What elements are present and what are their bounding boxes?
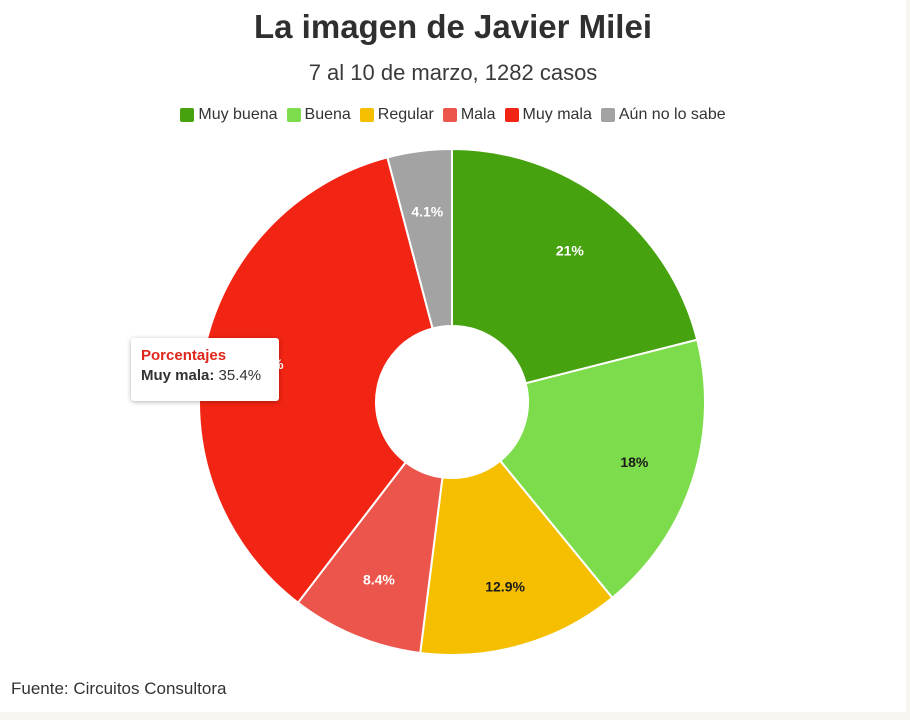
legend-label: Muy mala bbox=[522, 106, 592, 123]
pie-slice[interactable] bbox=[498, 338, 706, 600]
legend-swatch bbox=[600, 108, 615, 122]
legend-label: Mala bbox=[460, 106, 496, 123]
tooltip-body: Muy mala: 35.4% bbox=[141, 367, 269, 384]
chart-title: La imagen de Javier Milei bbox=[254, 8, 652, 45]
pie-slice[interactable] bbox=[419, 459, 614, 656]
tooltip-title: Porcentajes bbox=[141, 347, 227, 364]
slice-label: 18% bbox=[620, 454, 649, 470]
legend-label: Aún no lo sabe bbox=[618, 106, 726, 123]
pie-slice[interactable] bbox=[198, 156, 434, 605]
slice-label: 12.9% bbox=[485, 579, 525, 595]
legend-item[interactable]: Muy mala bbox=[504, 106, 592, 124]
slice-label: 4.1% bbox=[411, 204, 443, 220]
legend-swatch bbox=[180, 108, 195, 122]
legend: Muy buena Buena Regular Mala Muy mala Aún no … bbox=[0, 106, 906, 124]
legend-swatch bbox=[286, 108, 301, 122]
chart-subtitle: 7 al 10 de marzo, 1282 casos bbox=[308, 60, 598, 85]
legend-item[interactable]: Aún no lo sabe bbox=[600, 106, 726, 124]
legend-swatch bbox=[442, 108, 457, 122]
legend-item[interactable]: Mala bbox=[442, 106, 496, 124]
legend-label: Muy buena bbox=[198, 106, 278, 123]
tooltip: Porcentajes Muy mala: 35.4% bbox=[131, 338, 279, 401]
legend-swatch bbox=[504, 108, 519, 122]
legend-item[interactable]: Buena bbox=[286, 106, 351, 124]
legend-item[interactable]: Muy buena bbox=[180, 106, 278, 124]
pie-slice[interactable] bbox=[386, 147, 453, 330]
source-note: Fuente: Circuitos Consultora bbox=[11, 679, 227, 698]
legend-item[interactable]: Regular bbox=[359, 106, 434, 124]
tooltip-value: 35.4% bbox=[218, 367, 262, 384]
legend-label: Regular bbox=[377, 106, 434, 123]
pie-slice[interactable] bbox=[451, 147, 699, 385]
tooltip-key: Muy mala: bbox=[141, 367, 215, 384]
slice-label: 21% bbox=[556, 242, 585, 258]
legend-label: Buena bbox=[304, 106, 351, 123]
slice-label: 8.4% bbox=[363, 572, 395, 588]
legend-swatch bbox=[359, 108, 374, 122]
pie-slice[interactable] bbox=[296, 460, 444, 655]
